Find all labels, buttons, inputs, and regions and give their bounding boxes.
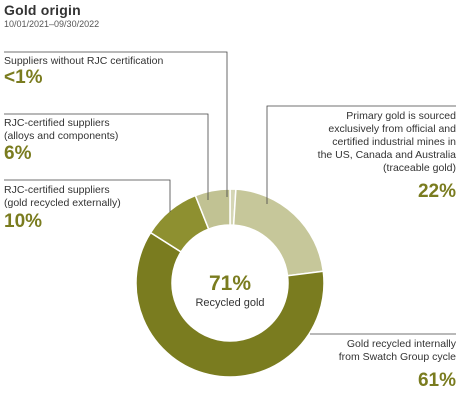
- donut-slice-2: [135, 231, 325, 378]
- label-primary-line5: (traceable gold): [383, 162, 456, 174]
- label-primary: Primary gold is sourced exclusively from…: [266, 110, 456, 175]
- label-alloys-line1: RJC-certified suppliers: [4, 117, 110, 129]
- label-internal-line2: from Swatch Group cycle: [338, 351, 456, 363]
- label-external-line2: (gold recycled externally): [4, 197, 121, 209]
- donut-slice-1: [232, 188, 325, 277]
- leader-line-alloys: [4, 113, 209, 200]
- pct-primary: 22%: [417, 181, 456, 202]
- label-internal: Gold recycled internally from Swatch Gro…: [266, 338, 456, 364]
- label-external-line1: RJC-certified suppliers: [4, 184, 110, 196]
- label-alloys-line2: (alloys and components): [4, 130, 119, 142]
- label-external: RJC-certified suppliers (gold recycled e…: [4, 184, 121, 210]
- pct-alloys: 6%: [4, 143, 32, 164]
- pct-external: 10%: [4, 211, 43, 232]
- pct-internal: 61%: [417, 370, 456, 391]
- label-alloys: RJC-certified suppliers (alloys and comp…: [4, 117, 118, 143]
- chart-date-range: 10/01/2021–09/30/2022: [4, 19, 100, 29]
- pct-no-rjc: <1%: [4, 67, 43, 88]
- donut-slice-4: [194, 188, 231, 231]
- leader-line-no-rjc: [4, 51, 228, 197]
- label-primary-line1: Primary gold is sourced: [346, 110, 456, 122]
- label-primary-line4: the US, Canada and Australia: [317, 149, 456, 161]
- center-label: Recycled gold: [195, 297, 265, 309]
- center-percentage: 71%: [208, 272, 252, 295]
- leader-line-primary: [266, 105, 456, 204]
- label-primary-line2: exclusively from official and: [328, 123, 456, 135]
- label-primary-line3: certified industrial mines in: [332, 136, 456, 148]
- label-no-rjc: Suppliers without RJC certification: [4, 55, 164, 67]
- leader-line-external: [4, 179, 171, 212]
- label-internal-line1: Gold recycled internally: [346, 338, 456, 350]
- chart-title: Gold origin: [4, 2, 81, 18]
